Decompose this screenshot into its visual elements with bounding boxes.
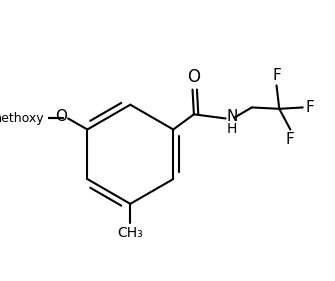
- Text: H: H: [227, 122, 237, 136]
- Text: F: F: [272, 68, 281, 83]
- Text: N: N: [227, 109, 238, 124]
- Text: F: F: [306, 100, 314, 115]
- Text: CH₃: CH₃: [118, 226, 143, 240]
- Text: methoxy: methoxy: [0, 112, 44, 125]
- Text: O: O: [187, 68, 200, 86]
- Text: O: O: [55, 109, 67, 124]
- Text: F: F: [286, 132, 295, 147]
